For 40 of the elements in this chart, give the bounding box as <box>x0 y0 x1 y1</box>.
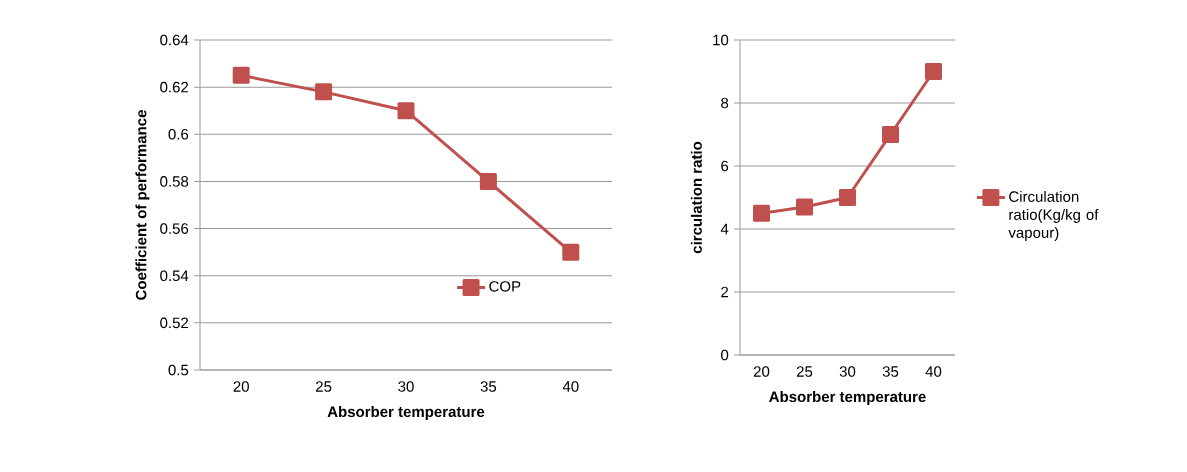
point <box>882 126 899 143</box>
x-axis-title: Absorber temperature <box>327 406 485 420</box>
point <box>315 83 333 101</box>
point <box>479 172 497 190</box>
y-axis-title: circulation ratio <box>690 141 702 254</box>
point <box>925 63 943 80</box>
legend-label: Circulation ratio(Kg/kg of vapour) <box>1008 190 1099 241</box>
point <box>839 189 856 206</box>
y-tick-label: 8 <box>721 97 729 109</box>
y-tick-label: 4 <box>720 223 729 235</box>
y-tick-label: 0.54 <box>160 270 189 282</box>
y-tick-label: 0.56 <box>160 223 189 234</box>
legend-label: COP <box>489 281 521 292</box>
y-axis-title: Coefficient of performance <box>135 110 150 300</box>
x-tick-label: 35 <box>480 381 497 392</box>
y-tick-label: 0.6 <box>168 128 189 140</box>
y-tick-label: 0.64 <box>160 34 189 46</box>
x-tick-label: 30 <box>398 381 414 392</box>
point <box>232 66 250 84</box>
point <box>753 204 770 222</box>
x-tick-label: 20 <box>233 381 249 392</box>
y-tick-label: 0.52 <box>160 317 189 329</box>
y-tick-label: 10 <box>713 34 729 46</box>
x-tick-label: 25 <box>796 366 813 377</box>
y-tick-label: 0.58 <box>160 176 189 187</box>
x-tick-label: 20 <box>753 366 770 377</box>
point <box>397 102 415 120</box>
y-tick-label: 2 <box>721 286 729 298</box>
x-tick-label: 30 <box>839 366 856 377</box>
x-tick-label: 40 <box>925 366 942 377</box>
x-axis-title: Absorber temperature <box>769 391 926 405</box>
y-tick-label: 0.62 <box>160 81 189 93</box>
y-tick-label: 0.5 <box>168 364 189 376</box>
y-tick-label: 0 <box>721 349 729 361</box>
point <box>796 198 813 216</box>
x-tick-label: 35 <box>882 366 899 377</box>
x-tick-label: 40 <box>562 381 579 392</box>
point <box>562 243 580 261</box>
x-tick-label: 25 <box>316 381 332 392</box>
y-tick-label: 6 <box>721 160 729 172</box>
